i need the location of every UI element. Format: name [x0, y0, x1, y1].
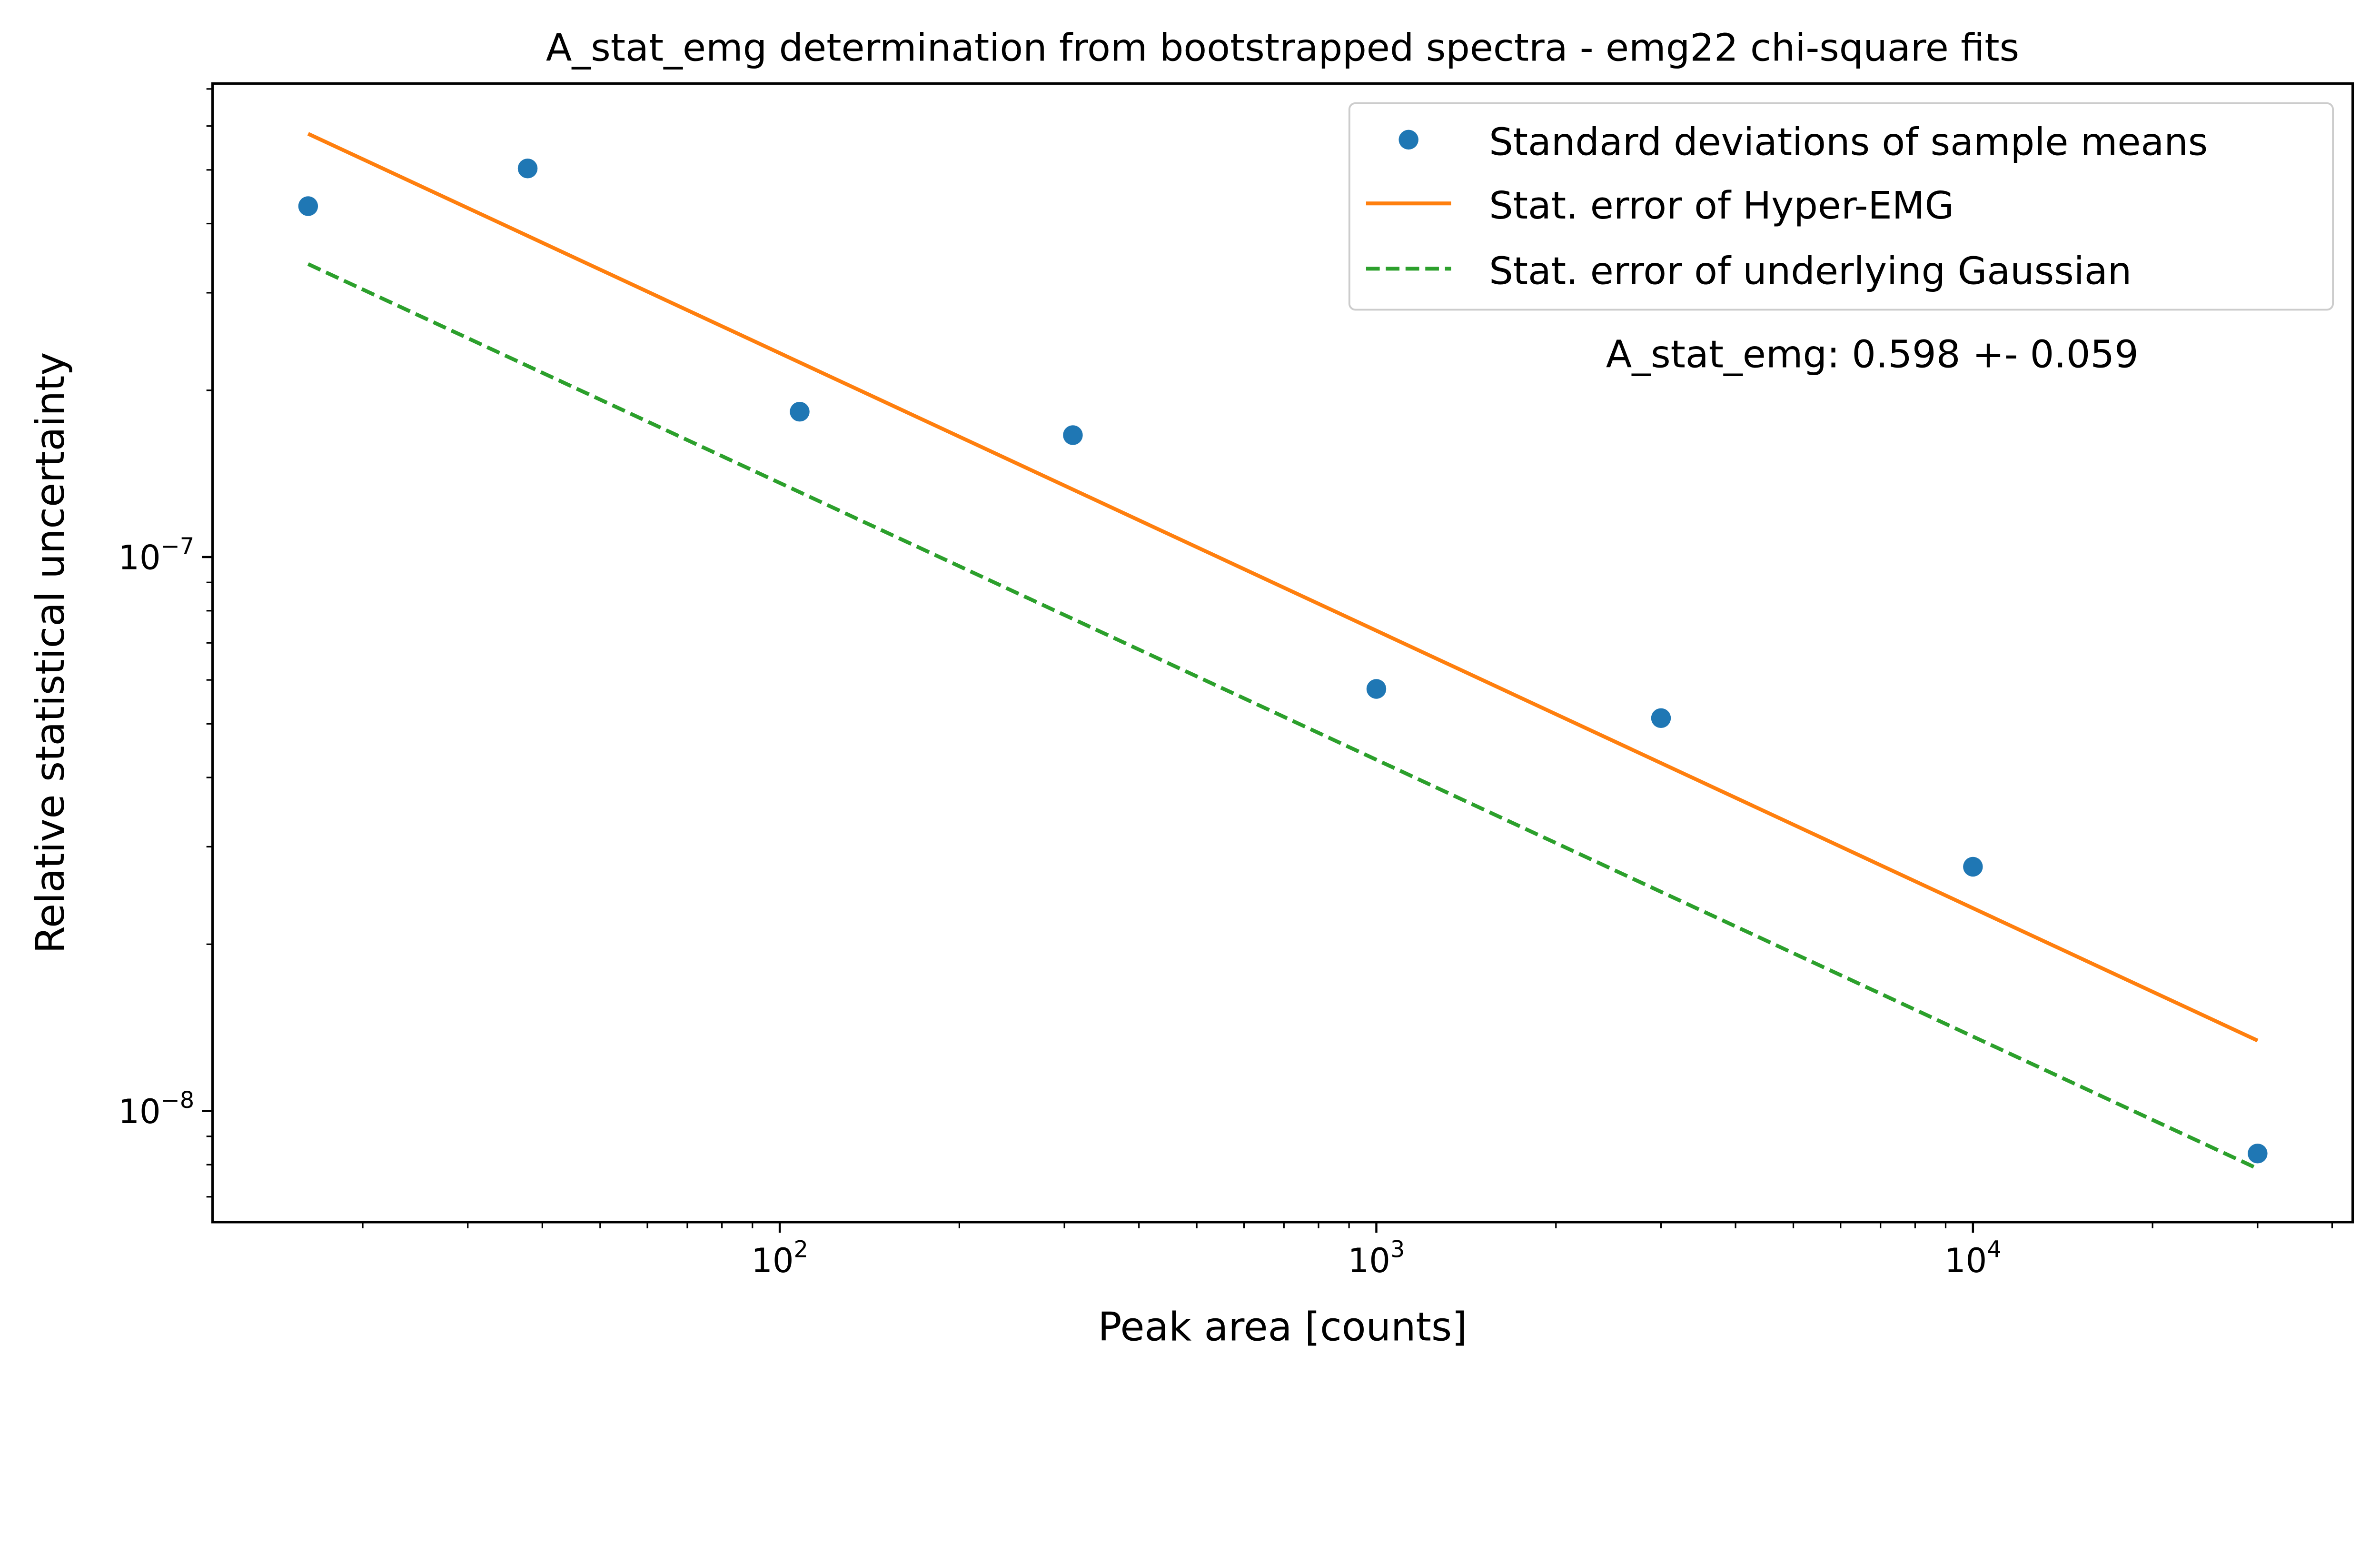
y-tick-label: 10−8	[118, 1087, 194, 1131]
data-point	[1063, 425, 1083, 445]
x-tick-label: 103	[1348, 1236, 1405, 1280]
axis-ticks: 102 103 104 10−7 10−8	[118, 88, 2333, 1280]
legend-label-points: Standard deviations of sample means	[1489, 120, 2208, 164]
y-tick-label: 10−7	[118, 534, 194, 578]
legend: Standard deviations of sample means Stat…	[1348, 102, 2334, 311]
legend-label-gaussian: Stat. error of underlying Gaussian	[1489, 249, 2132, 293]
series-line-2	[307, 262, 2259, 1171]
plot-frame	[211, 82, 2354, 1224]
x-tick-label: 102	[751, 1236, 808, 1280]
y-axis-label: Relative statistical uncertainty	[27, 352, 73, 954]
data-point	[790, 401, 810, 422]
plot-marks	[298, 132, 2268, 1171]
chart-title: A_stat_emg determination from bootstrapp…	[546, 26, 2019, 70]
data-point	[298, 196, 318, 216]
legend-box	[1348, 102, 2334, 311]
legend-label-hyper-emg: Stat. error of Hyper-EMG	[1489, 183, 1954, 228]
chart: A_stat_emg determination from bootstrapp…	[27, 25, 2354, 1350]
data-point	[2248, 1144, 2268, 1164]
annotation-a-stat-emg: A_stat_emg: 0.598 +- 0.059	[1606, 332, 2139, 377]
data-point	[1651, 708, 1671, 728]
legend-marker-points	[1398, 130, 1418, 150]
x-tick-label: 104	[1944, 1236, 2002, 1280]
x-axis-label: Peak area [counts]	[1098, 1304, 1467, 1350]
data-point	[1963, 857, 1983, 877]
data-point	[517, 159, 538, 179]
series-line-1	[307, 132, 2259, 1043]
data-point	[1366, 679, 1387, 699]
